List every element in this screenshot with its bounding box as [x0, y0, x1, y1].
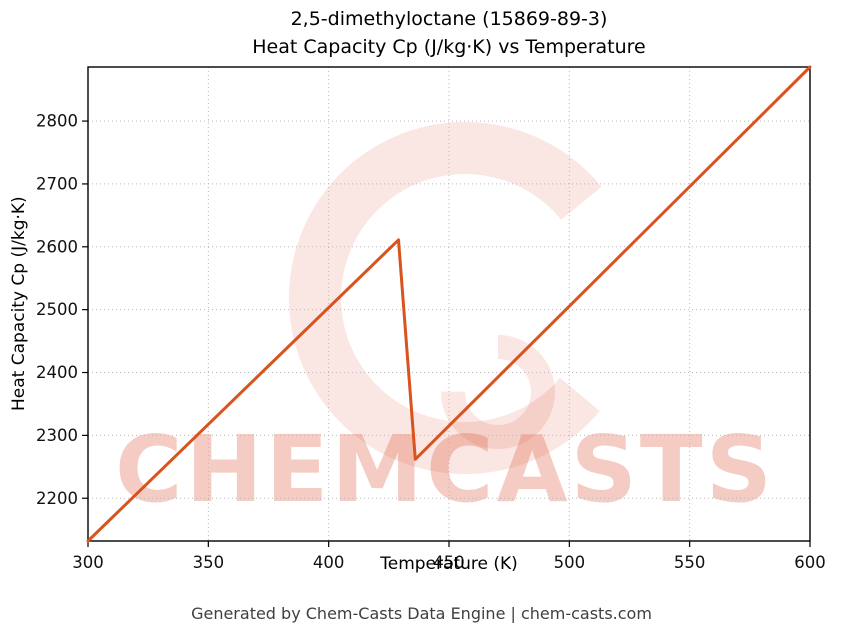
- y-tick-label: 2700: [36, 174, 78, 193]
- y-axis-label: Heat Capacity Cp (J/kg·K): [9, 196, 29, 412]
- y-tick-label: 2400: [36, 363, 78, 382]
- x-tick-label: 600: [794, 553, 826, 572]
- x-axis-label: Temperature (K): [380, 554, 518, 574]
- x-tick-label: 400: [313, 553, 345, 572]
- axes-box: [87, 66, 811, 542]
- x-tick-label: 450: [433, 553, 465, 572]
- x-tick-label: 500: [554, 553, 586, 572]
- y-tick-label: 2600: [36, 237, 78, 256]
- gridlines: [87, 67, 811, 541]
- x-tick-label: 550: [674, 553, 706, 572]
- chart-title: 2,5-dimethyloctane (15869-89-3) Heat Cap…: [88, 6, 810, 61]
- y-tick-label: 2500: [36, 300, 78, 319]
- y-tick-label: 2800: [36, 112, 78, 131]
- cp-line: [86, 65, 812, 543]
- chart-title-line2: Heat Capacity Cp (J/kg·K) vs Temperature: [252, 35, 646, 58]
- y-tick-label: 2300: [36, 426, 78, 445]
- x-tick-label: 300: [72, 553, 104, 572]
- footer-credit: Generated by Chem-Casts Data Engine | ch…: [191, 604, 652, 623]
- axis-ticks: 300 350 400 450 500 550 600 2200 2300 2400 2500 260…: [36, 112, 826, 572]
- y-tick-label: 2200: [36, 489, 78, 508]
- x-tick-label: 350: [193, 553, 225, 572]
- chart-title-line1: 2,5-dimethyloctane (15869-89-3): [290, 8, 608, 30]
